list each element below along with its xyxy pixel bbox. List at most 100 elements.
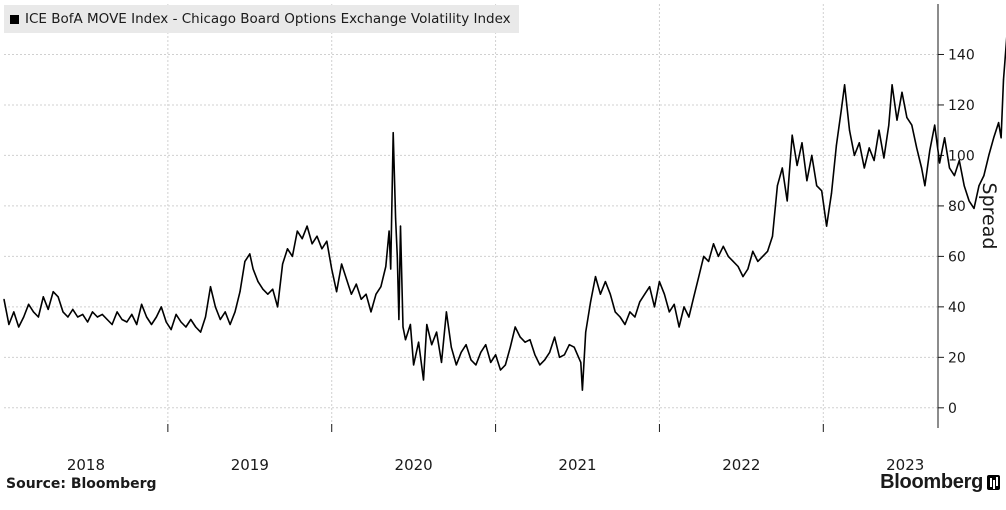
data-point (712, 243, 715, 245)
data-point (229, 323, 231, 326)
data-point (465, 344, 467, 346)
data-point (958, 159, 960, 162)
bloomberg-chart-icon (987, 475, 1000, 490)
data-point (370, 311, 372, 313)
x-tick-label: 2023 (886, 456, 924, 474)
data-point (953, 175, 956, 177)
data-point (921, 167, 923, 169)
data-point (392, 132, 394, 134)
data-point (549, 351, 551, 353)
data-point (929, 149, 931, 151)
data-point (345, 278, 348, 280)
data-point (573, 346, 575, 348)
data-point (398, 318, 400, 321)
data-point (742, 276, 744, 278)
data-point (485, 344, 487, 346)
data-point (668, 311, 670, 313)
data-point (470, 359, 472, 361)
data-point (375, 293, 377, 295)
x-axis-ticks (167, 424, 824, 432)
legend-swatch (10, 14, 19, 24)
data-point (983, 175, 985, 177)
data-point (757, 260, 759, 262)
data-point (988, 154, 990, 156)
data-point (806, 180, 808, 182)
data-point (190, 318, 192, 321)
data-point (911, 124, 913, 126)
data-point (590, 301, 592, 303)
data-point (973, 207, 975, 209)
data-point (581, 389, 584, 391)
data-point (811, 154, 813, 156)
data-point (385, 265, 387, 268)
data-point (791, 134, 793, 136)
y-tick-label: 40 (948, 300, 966, 316)
data-point (916, 147, 918, 149)
gridlines (4, 4, 938, 428)
y-axis-title: Spread (978, 183, 1000, 250)
data-point (214, 306, 216, 308)
data-point (402, 326, 404, 328)
data-point (873, 159, 875, 162)
data-point (678, 326, 680, 328)
data-point (658, 281, 661, 283)
series-group (3, 36, 1006, 391)
data-point (200, 331, 202, 333)
data-point (136, 323, 138, 326)
data-point (896, 119, 898, 121)
data-point (490, 361, 492, 363)
data-point (311, 243, 313, 245)
data-point (924, 185, 926, 187)
data-point (72, 308, 74, 310)
data-point (609, 293, 611, 295)
data-point (698, 276, 700, 278)
data-point (286, 248, 289, 250)
data-point (418, 341, 420, 343)
data-point (42, 296, 44, 298)
data-point (170, 329, 172, 331)
data-point (390, 268, 392, 270)
data-point (47, 308, 49, 310)
data-point (262, 288, 264, 290)
data-point (614, 311, 616, 313)
data-point (296, 230, 298, 232)
data-point (96, 316, 98, 318)
data-point (409, 323, 411, 326)
data-point (91, 311, 94, 313)
data-point (460, 351, 462, 353)
data-point (422, 379, 425, 381)
data-point (495, 354, 497, 356)
data-point (858, 142, 860, 144)
y-tick-label: 60 (948, 249, 966, 265)
data-point (585, 331, 587, 333)
data-point (321, 248, 323, 250)
data-point (594, 276, 597, 278)
data-point (948, 167, 951, 169)
x-tick-label: 2019 (231, 456, 269, 474)
data-point (160, 306, 162, 308)
data-point (786, 200, 788, 202)
data-point (737, 265, 739, 268)
data-point (282, 263, 284, 265)
data-point (644, 293, 646, 295)
data-point (396, 255, 398, 257)
data-point (752, 250, 754, 252)
data-point (209, 286, 212, 288)
data-point (683, 306, 685, 308)
data-point (239, 291, 241, 293)
data-point (350, 293, 352, 295)
data-point (868, 147, 870, 149)
data-point (165, 321, 167, 323)
data-point (653, 306, 656, 308)
data-point (388, 230, 390, 232)
data-point (291, 255, 293, 257)
data-point (673, 303, 675, 305)
data-point (155, 316, 157, 318)
data-point (509, 346, 511, 348)
data-point (1002, 79, 1005, 81)
data-point (934, 124, 936, 126)
data-point (878, 129, 880, 131)
x-tick-label: 2020 (395, 456, 433, 474)
y-tick-label: 120 (948, 98, 975, 114)
data-point (52, 291, 54, 293)
